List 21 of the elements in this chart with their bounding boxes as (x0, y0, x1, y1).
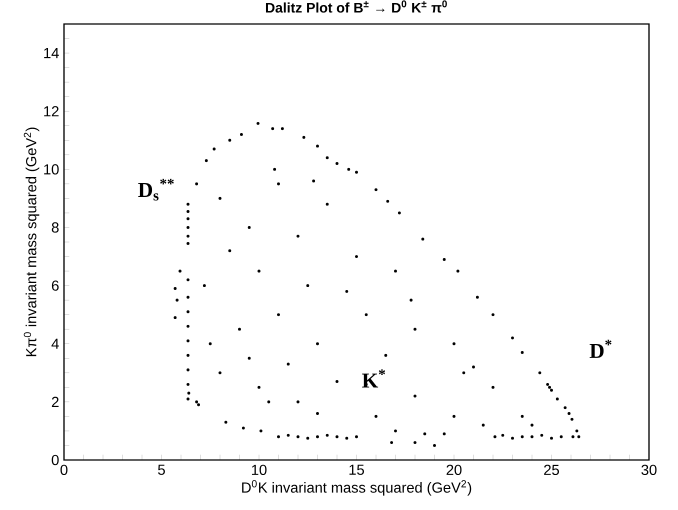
y-tick-label: 2 (52, 396, 59, 407)
y-tick-label: 6 (52, 280, 59, 291)
y-tick-label: 4 (52, 338, 59, 349)
y-tick-label: 8 (52, 222, 59, 233)
annotation: K$^{*}$ (362, 369, 386, 388)
x-tick-label: 0 (60, 464, 68, 476)
x-tick-label: 30 (641, 464, 657, 476)
x-tick-label: 5 (158, 464, 165, 475)
y-tick-label: 10 (44, 164, 59, 175)
y-tick-label: 0 (52, 454, 59, 466)
x-axis-title: D$^{0}$K invariant mass squared (GeV$^{2}$) (242, 480, 472, 496)
x-tick-label: 25 (544, 464, 559, 476)
chart-title: Dalitz Plot of B$^{±}$ → D$^{0}$ K$^{±}$ π$^{0}$ (266, 0, 447, 13)
annotation: D$^{*}$ (590, 340, 612, 358)
x-tick-label: 20 (446, 464, 462, 476)
annotation: D$_{s}$** (138, 178, 174, 201)
y-tick-label: 12 (44, 106, 59, 116)
y-tick-label: 14 (44, 48, 59, 58)
y-axis-title: Kπ$^{0}$ invariant mass squared (GeV$^{2}$) (24, 128, 40, 356)
x-tick-label: 15 (349, 464, 364, 475)
x-tick-label: 10 (252, 464, 267, 476)
